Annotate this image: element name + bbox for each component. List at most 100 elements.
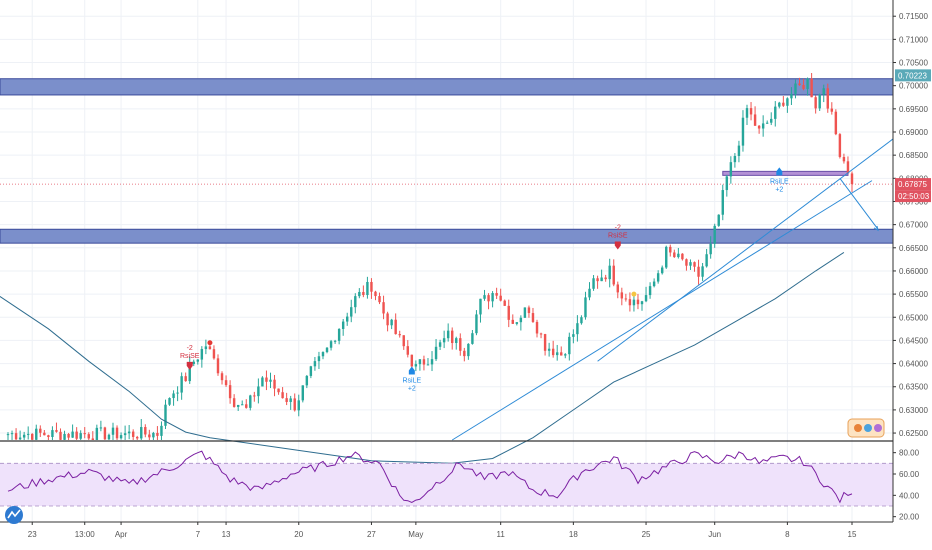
candle-body [656, 273, 660, 282]
candle-body [341, 321, 345, 329]
candle-body [729, 162, 733, 177]
tradingview-logo[interactable] [5, 506, 23, 524]
candle-body [669, 246, 672, 253]
arrow-head [873, 225, 879, 232]
candle-body [10, 433, 14, 435]
candle-body [733, 155, 737, 163]
candle-body [794, 83, 797, 94]
candle-body [309, 366, 313, 376]
price-zone [0, 228, 894, 244]
candle-body [515, 322, 519, 324]
candle-body [305, 375, 309, 386]
candle-body [749, 108, 753, 115]
candle-body [71, 431, 74, 438]
candle-body [580, 317, 583, 324]
candle-body [612, 265, 615, 285]
time-axis[interactable]: 23 13:00 Apr 7 13 20 27 May 11 18 25 Jun 8 15 [0, 521, 893, 539]
candle-body [321, 352, 325, 357]
candle-body [802, 85, 805, 89]
time-tick-label: 13 [222, 530, 231, 539]
candle-body [782, 102, 785, 106]
candle-body [834, 111, 838, 135]
candle-body [446, 330, 450, 339]
price-tag-label: 02:50:03 [898, 192, 930, 201]
candle-body [555, 352, 559, 356]
candle-body [402, 335, 405, 347]
candle-body [422, 359, 426, 365]
candle-body [43, 432, 46, 436]
candle-body [103, 427, 107, 440]
signal-label: -2 [615, 224, 621, 231]
candle-body [713, 225, 716, 244]
price-tick-label: 0.71500 [899, 12, 928, 21]
candle-body [765, 122, 769, 124]
candle-body [600, 277, 603, 282]
price-tick-label: 0.69000 [899, 128, 928, 137]
candle-body [172, 393, 175, 399]
candle-body [592, 278, 595, 289]
candle-body [180, 376, 183, 393]
candle-body [136, 436, 139, 439]
price-tick-label: 0.63500 [899, 383, 928, 392]
rsi-band [0, 463, 893, 506]
candle-body [471, 333, 474, 344]
candle-body [426, 364, 430, 366]
candle-body [503, 300, 506, 306]
candle-body [632, 299, 636, 306]
candle-body [770, 118, 773, 123]
candle-body [430, 359, 434, 365]
candle-body [297, 400, 300, 411]
candle-body [543, 334, 547, 351]
candle-body [228, 385, 232, 399]
candle-body [572, 334, 575, 337]
rsi-tick-label: 60.00 [899, 470, 920, 479]
price-axis[interactable]: 0.71500 0.71000 0.70500 0.70000 0.69500 0.690… [892, 0, 928, 522]
price-tick-label: 0.64500 [899, 336, 928, 345]
candle-body [111, 427, 115, 435]
candle-body [31, 433, 34, 440]
candle-body [188, 364, 191, 382]
price-tick-label: 0.66000 [899, 267, 928, 276]
candle-body [519, 317, 523, 323]
candle-body [434, 346, 438, 360]
candle-body [47, 435, 50, 437]
candle-body [725, 176, 729, 191]
candle-body [95, 427, 99, 440]
indicator-badges[interactable] [847, 418, 885, 438]
candle-body [317, 356, 321, 362]
price-tick-label: 0.65500 [899, 290, 928, 299]
time-tick-label: 20 [294, 530, 303, 539]
rsi-tick-label: 40.00 [899, 491, 920, 500]
candle-body [753, 114, 757, 126]
candle-body [673, 252, 676, 258]
candle-body [148, 434, 151, 438]
candle-body [374, 291, 377, 297]
price-tag-box [895, 178, 931, 191]
candle-body [499, 295, 502, 301]
price-tag-box [895, 190, 931, 203]
candlestick-series [6, 72, 854, 440]
candle-body [701, 266, 704, 277]
candle-body [164, 404, 167, 426]
buy-marker [776, 167, 783, 176]
candle-body [826, 88, 829, 109]
candle-body [459, 338, 462, 351]
candle-body [337, 328, 341, 341]
candle-body [63, 433, 66, 440]
candle-body [236, 404, 240, 407]
candle-body [127, 431, 131, 434]
signal-label: +2 [775, 186, 783, 193]
rsi-indicator [0, 440, 893, 507]
time-tick-label: 8 [785, 530, 790, 539]
candle-body [810, 78, 813, 98]
candle-body [26, 433, 30, 435]
candle-body [507, 305, 510, 320]
position-box [722, 170, 849, 176]
price-tick-label: 0.64000 [899, 360, 928, 369]
candle-body [358, 291, 361, 297]
candle-body [644, 295, 648, 302]
candle-body [442, 338, 446, 343]
signal-label: +2 [408, 386, 416, 393]
candle-body [830, 108, 834, 112]
